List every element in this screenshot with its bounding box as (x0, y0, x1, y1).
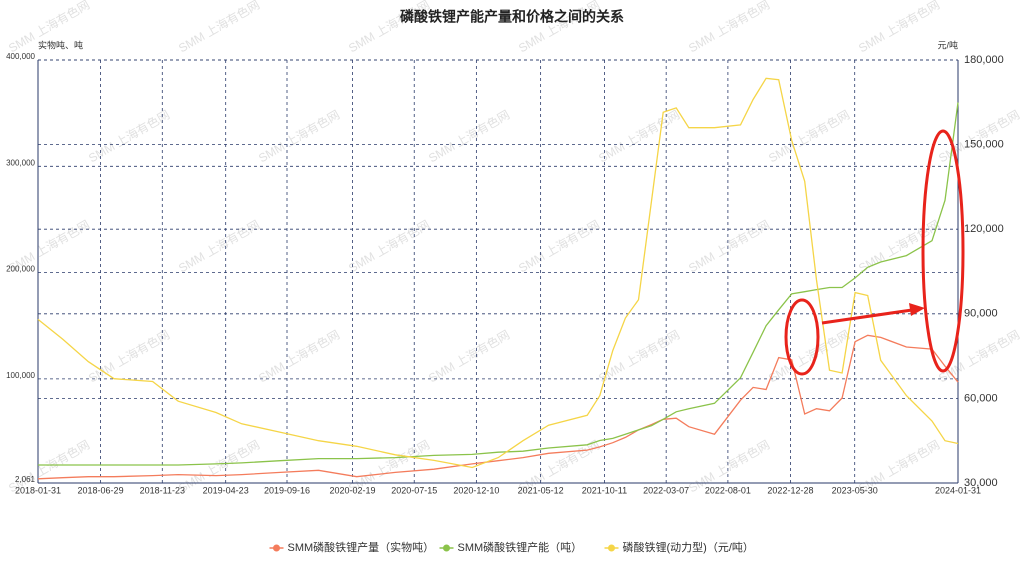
x-tick-label: 2022-08-01 (705, 485, 751, 495)
watermark: SMM 上海有色网 (346, 217, 433, 276)
x-tick-label: 2022-03-07 (643, 485, 689, 495)
legend-marker (608, 544, 615, 552)
x-tick-label: 2019-09-16 (264, 485, 310, 495)
watermark: SMM 上海有色网 (86, 107, 173, 166)
watermark: SMM 上海有色网 (686, 217, 773, 276)
x-tick-label: 2020-07-15 (391, 485, 437, 495)
y2-tick-label: 60,000 (964, 392, 998, 404)
y2-tick-label: 180,000 (964, 54, 1004, 66)
y-tick-label: 300,000 (6, 158, 35, 167)
legend-marker (273, 544, 280, 552)
y2-tick-label: 120,000 (964, 223, 1004, 235)
legend-label: SMM磷酸铁锂产能（吨） (458, 540, 583, 554)
x-tick-label: 2020-02-19 (329, 485, 375, 495)
legend-label: SMM磷酸铁锂产量（实物吨） (288, 540, 435, 554)
watermark: SMM 上海有色网 (766, 107, 853, 166)
watermark: SMM 上海有色网 (596, 107, 683, 166)
y2-tick-label: 90,000 (964, 308, 998, 320)
legend-marker (443, 544, 450, 552)
watermark: SMM 上海有色网 (256, 107, 343, 166)
watermark: SMM 上海有色网 (686, 0, 773, 55)
y-axis-title: 实物吨、吨 (38, 39, 83, 50)
watermark: SMM 上海有色网 (936, 327, 1023, 386)
x-tick-label: 2021-05-12 (518, 485, 564, 495)
series-line (38, 102, 959, 466)
y2-tick-label: 150,000 (964, 139, 1004, 151)
arrow (821, 308, 913, 325)
arrow-head (909, 303, 925, 316)
watermark: SMM 上海有色网 (766, 327, 853, 386)
x-tick-label: 2022-12-28 (767, 485, 813, 495)
watermarks: SMM 上海有色网 SMM 上海有色网 SMM 上海有色网 SMM 上海有色网 SMM … (6, 0, 1023, 495)
plot-area: 2,061 100,000 200,000 300,000 400,000 30,000 6… (6, 52, 1004, 495)
watermark: SMM 上海有色网 (516, 217, 603, 276)
watermark: SMM 上海有色网 (86, 327, 173, 386)
y-tick-label: 2,061 (15, 475, 36, 484)
annotations (784, 129, 965, 376)
y-tick-label: 200,000 (6, 265, 35, 274)
watermark: SMM 上海有色网 (856, 0, 943, 55)
series-line (37, 77, 959, 469)
highlight-ellipse (921, 129, 965, 373)
x-tick-label: 2018-11-23 (140, 485, 185, 495)
watermark: SMM 上海有色网 (596, 327, 683, 386)
watermark: SMM 上海有色网 (426, 327, 513, 386)
x-tick-label: 2018-06-29 (78, 485, 124, 495)
watermark: SMM 上海有色网 (426, 107, 513, 166)
watermark: SMM 上海有色网 (256, 327, 343, 386)
x-tick-label: 2021-10-11 (582, 485, 627, 495)
x-tick-label: 2018-01-31 (15, 485, 61, 495)
highlight-ellipse (784, 298, 820, 376)
legend-label: 磷酸铁锂(动力型)（元/吨） (623, 540, 754, 554)
x-tick-label: 2019-04-23 (203, 485, 249, 495)
y2-tick-label: 30,000 (964, 477, 998, 489)
y-tick-label: 400,000 (6, 52, 35, 61)
y-tick-label: 100,000 (6, 371, 35, 380)
y2-axis-title: 元/吨 (937, 39, 958, 50)
legend: SMM磷酸铁锂产量（实物吨） SMM磷酸铁锂产能（吨） 磷酸铁锂(动力型)（元/吨） (269, 540, 754, 554)
x-tick-label: 2023-05-30 (832, 485, 878, 495)
watermark: SMM 上海有色网 (176, 0, 263, 55)
x-tick-label: 2024-01-31 (935, 485, 981, 495)
chart-title: 磷酸铁锂产能产量和价格之间的关系 (400, 9, 624, 25)
x-tick-label: 2020-12-10 (453, 485, 499, 495)
watermark: SMM 上海有色网 (176, 217, 263, 276)
